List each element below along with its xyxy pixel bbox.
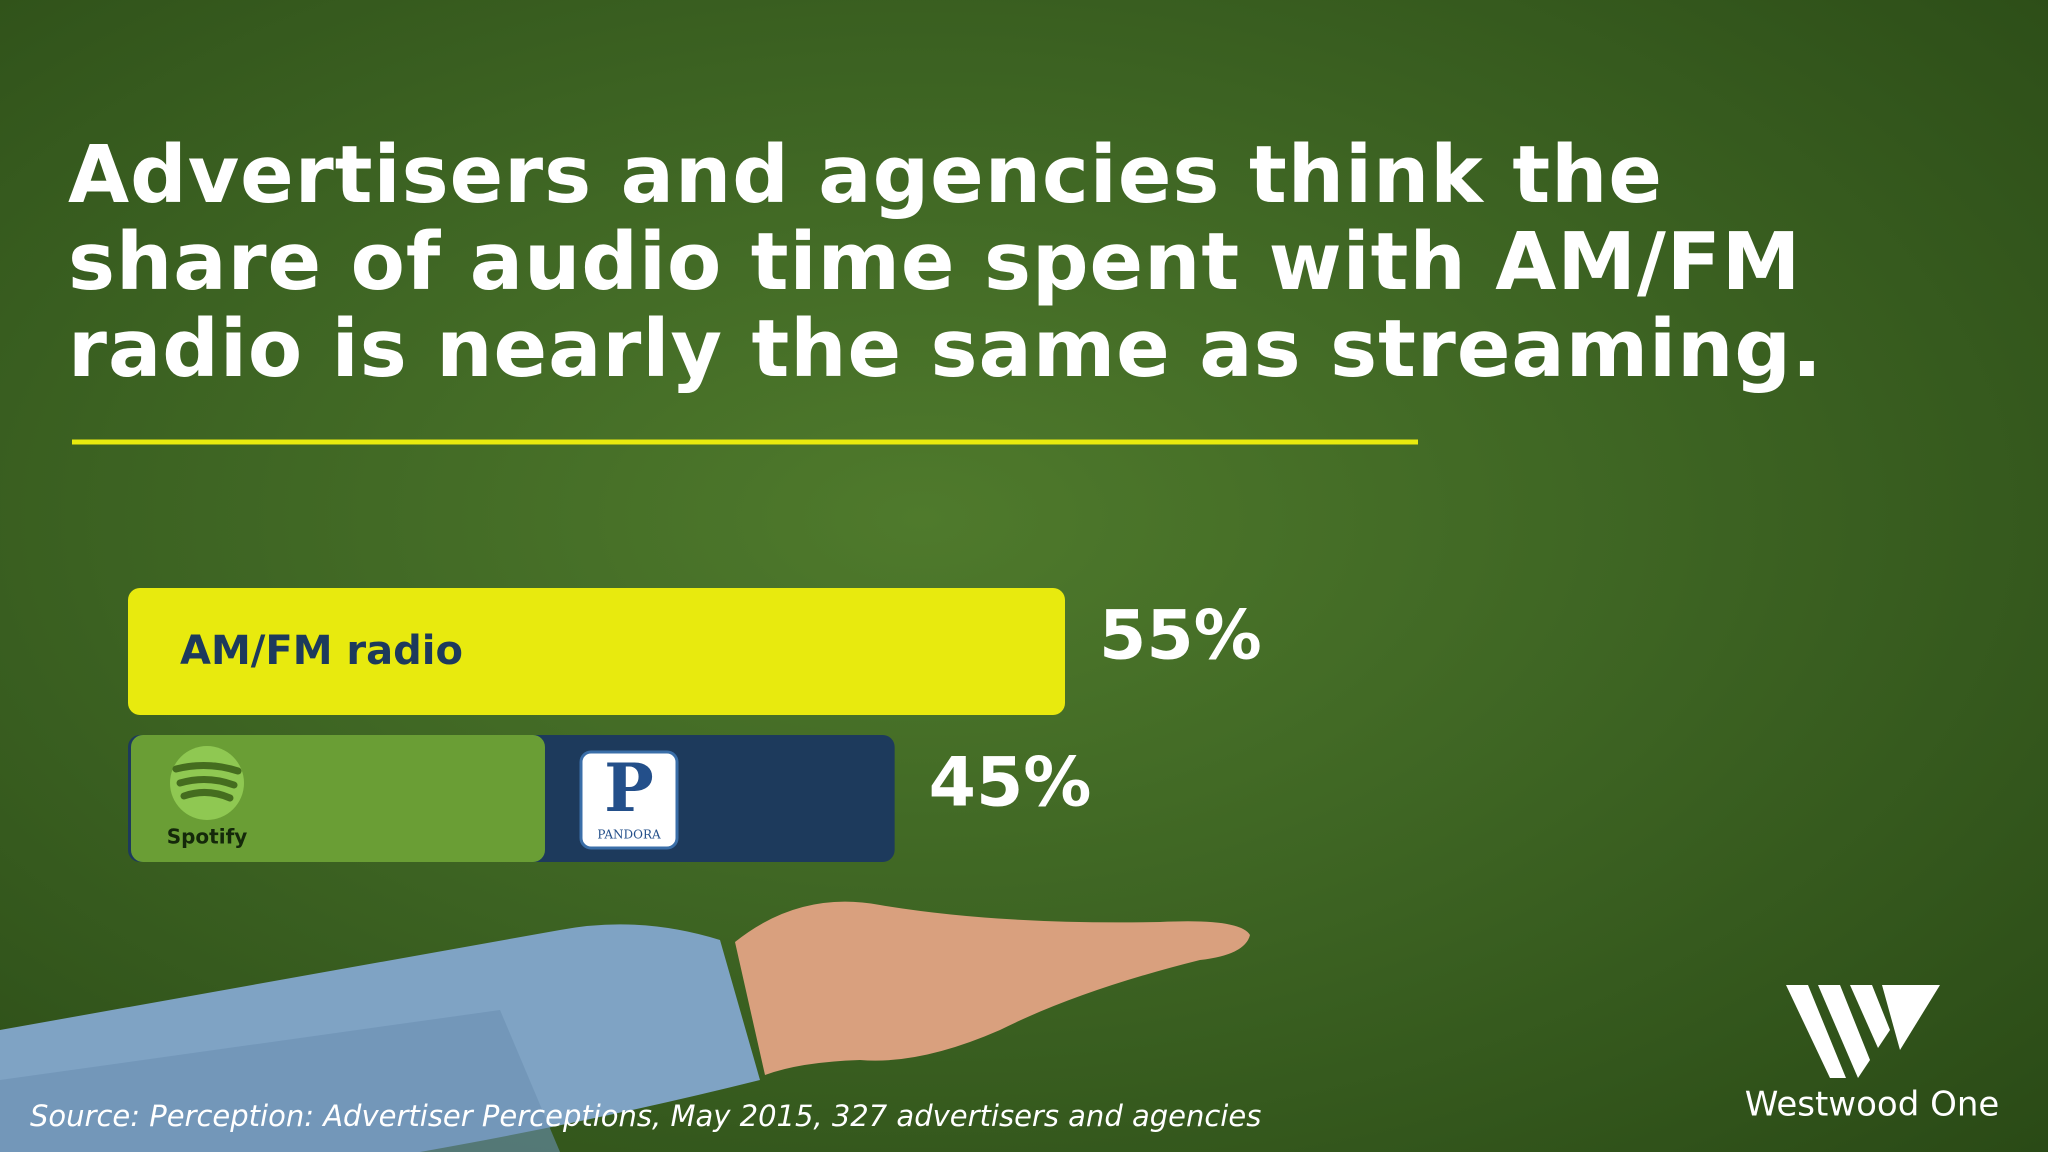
- spotify-wave: [180, 789, 234, 802]
- pandora-icon: [579, 750, 679, 850]
- logo-label: PANDORA: [597, 828, 661, 842]
- category-label: AM/FM radio: [180, 628, 463, 674]
- logo-mark: P: [604, 749, 654, 827]
- logo-label: Spotify: [167, 825, 248, 849]
- bar: [128, 588, 1065, 715]
- hand: [735, 901, 1250, 1075]
- slide-title: Advertisers and agencies think the share…: [68, 129, 1823, 395]
- source-note: Source: Perception: Advertiser Perceptio…: [30, 1099, 1261, 1133]
- brand-name: Westwood One: [1745, 1085, 2000, 1125]
- brand-logo: [1786, 985, 1940, 1078]
- spotify-wave: [172, 762, 242, 775]
- value-label: 45%: [929, 744, 1092, 823]
- spotify-wave: [176, 776, 238, 789]
- sleeve-shade: [0, 1010, 560, 1152]
- value-label: 55%: [1099, 597, 1262, 676]
